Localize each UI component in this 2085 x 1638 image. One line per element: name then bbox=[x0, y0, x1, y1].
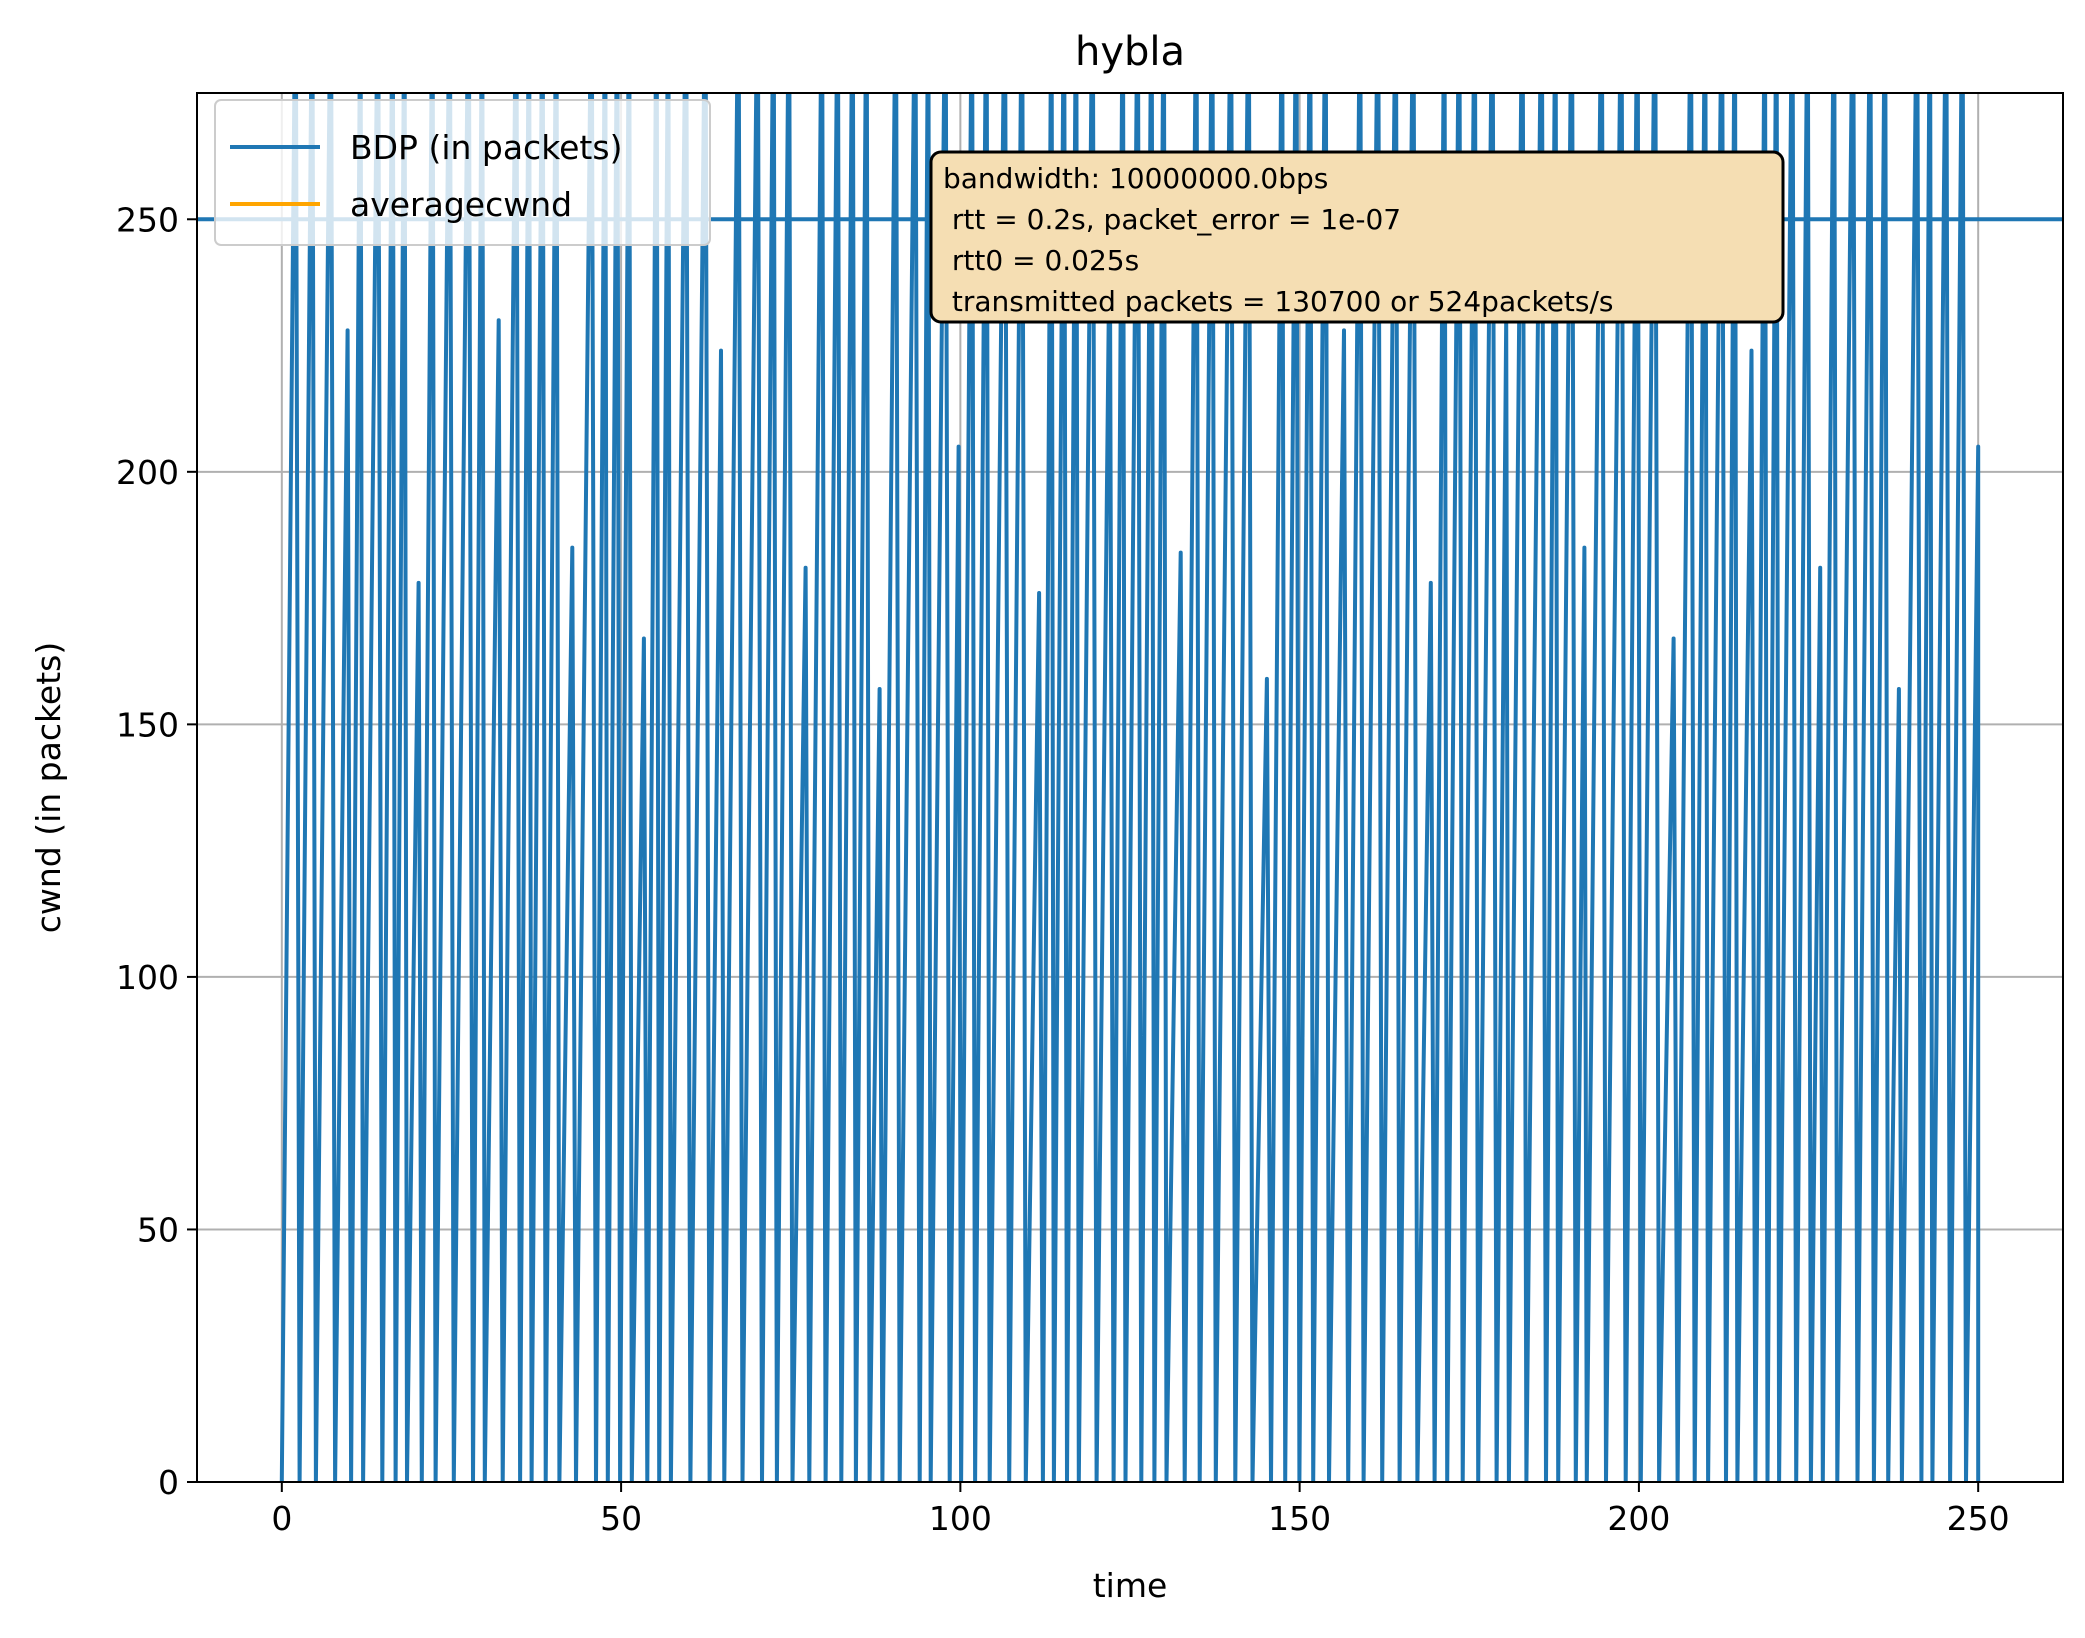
annotation-line: transmitted packets = 130700 or 524packe… bbox=[943, 285, 1614, 318]
annotation-line: rtt = 0.2s, packet_error = 1e-07 bbox=[943, 203, 1401, 236]
legend-box bbox=[214, 99, 711, 246]
y-tick-label: 200 bbox=[116, 453, 179, 492]
x-axis-label: time bbox=[1093, 1566, 1168, 1605]
cwnd-series-line bbox=[279, 93, 1981, 1482]
y-tick-label: 250 bbox=[116, 200, 179, 239]
legend: BDP (in packets) averagecwnd bbox=[214, 99, 711, 246]
y-tick-label: 50 bbox=[137, 1210, 179, 1249]
annotation-line: bandwidth: 10000000.0bps bbox=[943, 162, 1328, 195]
annotation-box bbox=[929, 150, 1785, 324]
x-tick-label: 100 bbox=[929, 1499, 992, 1538]
axis-ticks: 0 50 100 150 200 250 0 50 100 150 200 250 bbox=[116, 200, 2010, 1538]
x-tick-label: 200 bbox=[1607, 1499, 1670, 1538]
y-tick-label: 150 bbox=[116, 705, 179, 744]
chart-title: hybla bbox=[1075, 29, 1185, 75]
x-tick-label: 50 bbox=[600, 1499, 642, 1538]
annotation-line: rtt0 = 0.025s bbox=[943, 244, 1139, 277]
x-tick-label: 150 bbox=[1268, 1499, 1331, 1538]
axes-frame bbox=[196, 92, 2064, 1483]
info-annotation: bandwidth: 10000000.0bps rtt = 0.2s, pac… bbox=[929, 150, 1785, 324]
x-tick-label: 0 bbox=[271, 1499, 292, 1538]
x-tick-label: 250 bbox=[1947, 1499, 2010, 1538]
y-axis-label: cwnd (in packets) bbox=[29, 642, 68, 934]
y-tick-label: 100 bbox=[116, 958, 179, 997]
y-tick-label: 0 bbox=[158, 1463, 179, 1502]
legend-label-bdp: BDP (in packets) bbox=[350, 128, 622, 167]
legend-label-averagecwnd: averagecwnd bbox=[350, 185, 572, 224]
